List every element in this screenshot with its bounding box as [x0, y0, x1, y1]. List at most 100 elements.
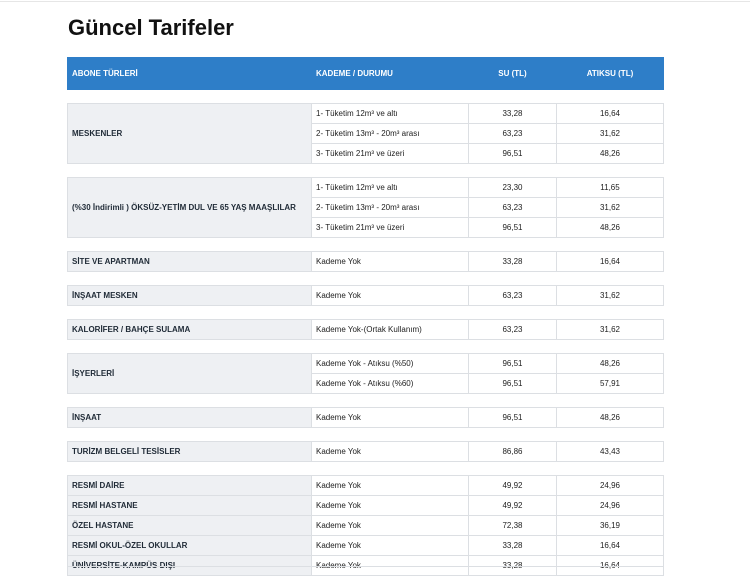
group-table: TURİZM BELGELİ TESİSLER Kademe Yok 86,86 43… [67, 441, 664, 462]
header-table: ABONE TÜRLERİ KADEME / DURUMU SU (TL) ATIKS… [67, 57, 664, 90]
water-price: 96,51 [468, 217, 557, 238]
tier: 3- Tüketim 21m³ ve üzeri [311, 217, 469, 238]
group-table: İŞYERLERİ Kademe Yok - Atıksu (%50) 96,51 4… [67, 353, 664, 394]
tier: Kademe Yok-(Ortak Kullanım) [311, 319, 469, 340]
table-row: 3- Tüketim 21m³ ve üzeri 96,51 48,26 [68, 143, 664, 164]
water-price: 96,51 [468, 407, 557, 428]
water-price: 33,28 [468, 251, 557, 272]
subscriber-type: RESMİ HASTANE [67, 495, 312, 516]
water-price: 63,23 [468, 197, 557, 218]
wastewater-price: 48,26 [556, 353, 664, 374]
tier: 2- Tüketim 13m³ - 20m³ arası [311, 123, 469, 144]
tier: Kademe Yok [311, 515, 469, 536]
water-price: 63,23 [468, 123, 557, 144]
wastewater-price: 31,62 [556, 319, 664, 340]
subscriber-type: SİTE VE APARTMAN [67, 251, 312, 272]
wastewater-price: 11,65 [556, 177, 664, 198]
table-row: 2- Tüketim 13m³ - 20m³ arası 63,23 31,62 [68, 197, 664, 218]
subscriber-type: ÖZEL HASTANE [67, 515, 312, 536]
wastewater-price: 31,62 [556, 123, 664, 144]
table-row: RESMİ DAİRE Kademe Yok 49,92 24,96 [67, 475, 664, 496]
wastewater-price: 31,62 [556, 285, 664, 306]
tier: Kademe Yok [311, 251, 469, 272]
tier: Kademe Yok [311, 475, 469, 496]
wastewater-price: 24,96 [556, 495, 664, 516]
tier: 1- Tüketim 12m³ ve altı [311, 177, 469, 198]
group-table: İNŞAAT MESKEN Kademe Yok 63,23 31,62 [67, 285, 664, 306]
wastewater-price: 48,26 [556, 407, 664, 428]
group-table: SİTE VE APARTMAN Kademe Yok 33,28 16,64 [67, 251, 664, 272]
tier: Kademe Yok - Atıksu (%60) [311, 373, 469, 394]
water-price: 63,23 [468, 319, 557, 340]
subscriber-type: TURİZM BELGELİ TESİSLER [67, 441, 312, 462]
group-table: İNŞAAT Kademe Yok 96,51 48,26 [67, 407, 664, 428]
table-row: RESMİ OKUL-ÖZEL OKULLAR Kademe Yok 33,28 16… [67, 535, 664, 556]
group-table: MESKENLER 1- Tüketim 12m³ ve altı 33,28 16,… [67, 103, 664, 164]
wastewater-price: 16,64 [556, 535, 664, 556]
table-row: İNŞAAT MESKEN Kademe Yok 63,23 31,62 [67, 285, 664, 306]
tier: Kademe Yok [311, 285, 469, 306]
table-row: ÖZEL HASTANE Kademe Yok 72,38 36,19 [67, 515, 664, 536]
table-row: İNŞAAT Kademe Yok 96,51 48,26 [67, 407, 664, 428]
tier: Kademe Yok [311, 495, 469, 516]
tariff-table: ABONE TÜRLERİ KADEME / DURUMU SU (TL) ATIKS… [67, 57, 664, 576]
wastewater-price: 31,62 [556, 197, 664, 218]
subscriber-type: RESMİ OKUL-ÖZEL OKULLAR [67, 535, 312, 556]
tier: Kademe Yok [311, 407, 469, 428]
tier: Kademe Yok [311, 441, 469, 462]
tier: 1- Tüketim 12m³ ve altı [311, 103, 469, 124]
wastewater-price: 24,96 [556, 475, 664, 496]
column-header: KADEME / DURUMU [311, 57, 469, 90]
water-price: 49,92 [468, 495, 557, 516]
subscriber-type: İNŞAAT [67, 407, 312, 428]
table-row: 3- Tüketim 21m³ ve üzeri 96,51 48,26 [68, 217, 664, 238]
water-price: 23,30 [468, 177, 557, 198]
wastewater-price: 57,91 [556, 373, 664, 394]
wastewater-price: 16,64 [556, 251, 664, 272]
column-header: ABONE TÜRLERİ [67, 57, 312, 90]
wastewater-price: 48,26 [556, 217, 664, 238]
water-price: 33,28 [468, 535, 557, 556]
water-price: 86,86 [468, 441, 557, 462]
table-row: 2- Tüketim 13m³ - 20m³ arası 63,23 31,62 [68, 123, 664, 144]
subscriber-type: (%30 İndirimli ) ÖKSÜZ-YETİM DUL VE 65 Y… [67, 177, 312, 238]
water-price: 96,51 [468, 143, 557, 164]
table-row: TURİZM BELGELİ TESİSLER Kademe Yok 86,86 43… [67, 441, 664, 462]
tier: Kademe Yok [311, 535, 469, 556]
header-row: ABONE TÜRLERİ KADEME / DURUMU SU (TL) ATIKS… [67, 57, 664, 90]
wastewater-price: 48,26 [556, 143, 664, 164]
subscriber-type: KALORİFER / BAHÇE SULAMA [67, 319, 312, 340]
water-price: 72,38 [468, 515, 557, 536]
water-price: 33,28 [468, 103, 557, 124]
table-row: SİTE VE APARTMAN Kademe Yok 33,28 16,64 [67, 251, 664, 272]
column-header: SU (TL) [468, 57, 557, 90]
table-row: İŞYERLERİ Kademe Yok - Atıksu (%50) 96,51 4… [67, 353, 664, 394]
water-price: 63,23 [468, 285, 557, 306]
group-table: KALORİFER / BAHÇE SULAMA Kademe Yok-(Orta… [67, 319, 664, 340]
wastewater-price: 43,43 [556, 441, 664, 462]
table-row: KALORİFER / BAHÇE SULAMA Kademe Yok-(Orta… [67, 319, 664, 340]
subscriber-type: MESKENLER [67, 103, 312, 164]
table-row: RESMİ HASTANE Kademe Yok 49,92 24,96 [67, 495, 664, 516]
tier: Kademe Yok - Atıksu (%50) [311, 353, 469, 374]
table-row: MESKENLER 1- Tüketim 12m³ ve altı 33,28 16,… [67, 103, 664, 164]
tier: 2- Tüketim 13m³ - 20m³ arası [311, 197, 469, 218]
column-header: ATIKSU (TL) [556, 57, 664, 90]
wastewater-price: 36,19 [556, 515, 664, 536]
tier: 3- Tüketim 21m³ ve üzeri [311, 143, 469, 164]
table-row: (%30 İndirimli ) ÖKSÜZ-YETİM DUL VE 65 Y… [67, 177, 664, 238]
wastewater-price: 16,64 [556, 103, 664, 124]
table-row: Kademe Yok - Atıksu (%60) 96,51 57,91 [68, 373, 664, 394]
page-title: Güncel Tarifeler [68, 15, 234, 40]
group-table: RESMİ DAİRE Kademe Yok 49,92 24,96 RESMİ HAS… [67, 475, 664, 576]
water-price: 96,51 [468, 353, 557, 374]
group-table: (%30 İndirimli ) ÖKSÜZ-YETİM DUL VE 65 Y… [67, 177, 664, 238]
subscriber-type: İŞYERLERİ [67, 353, 312, 394]
subscriber-type: RESMİ DAİRE [67, 475, 312, 496]
subscriber-type: İNŞAAT MESKEN [67, 285, 312, 306]
water-price: 96,51 [468, 373, 557, 394]
water-price: 49,92 [468, 475, 557, 496]
top-rule [0, 1, 750, 2]
